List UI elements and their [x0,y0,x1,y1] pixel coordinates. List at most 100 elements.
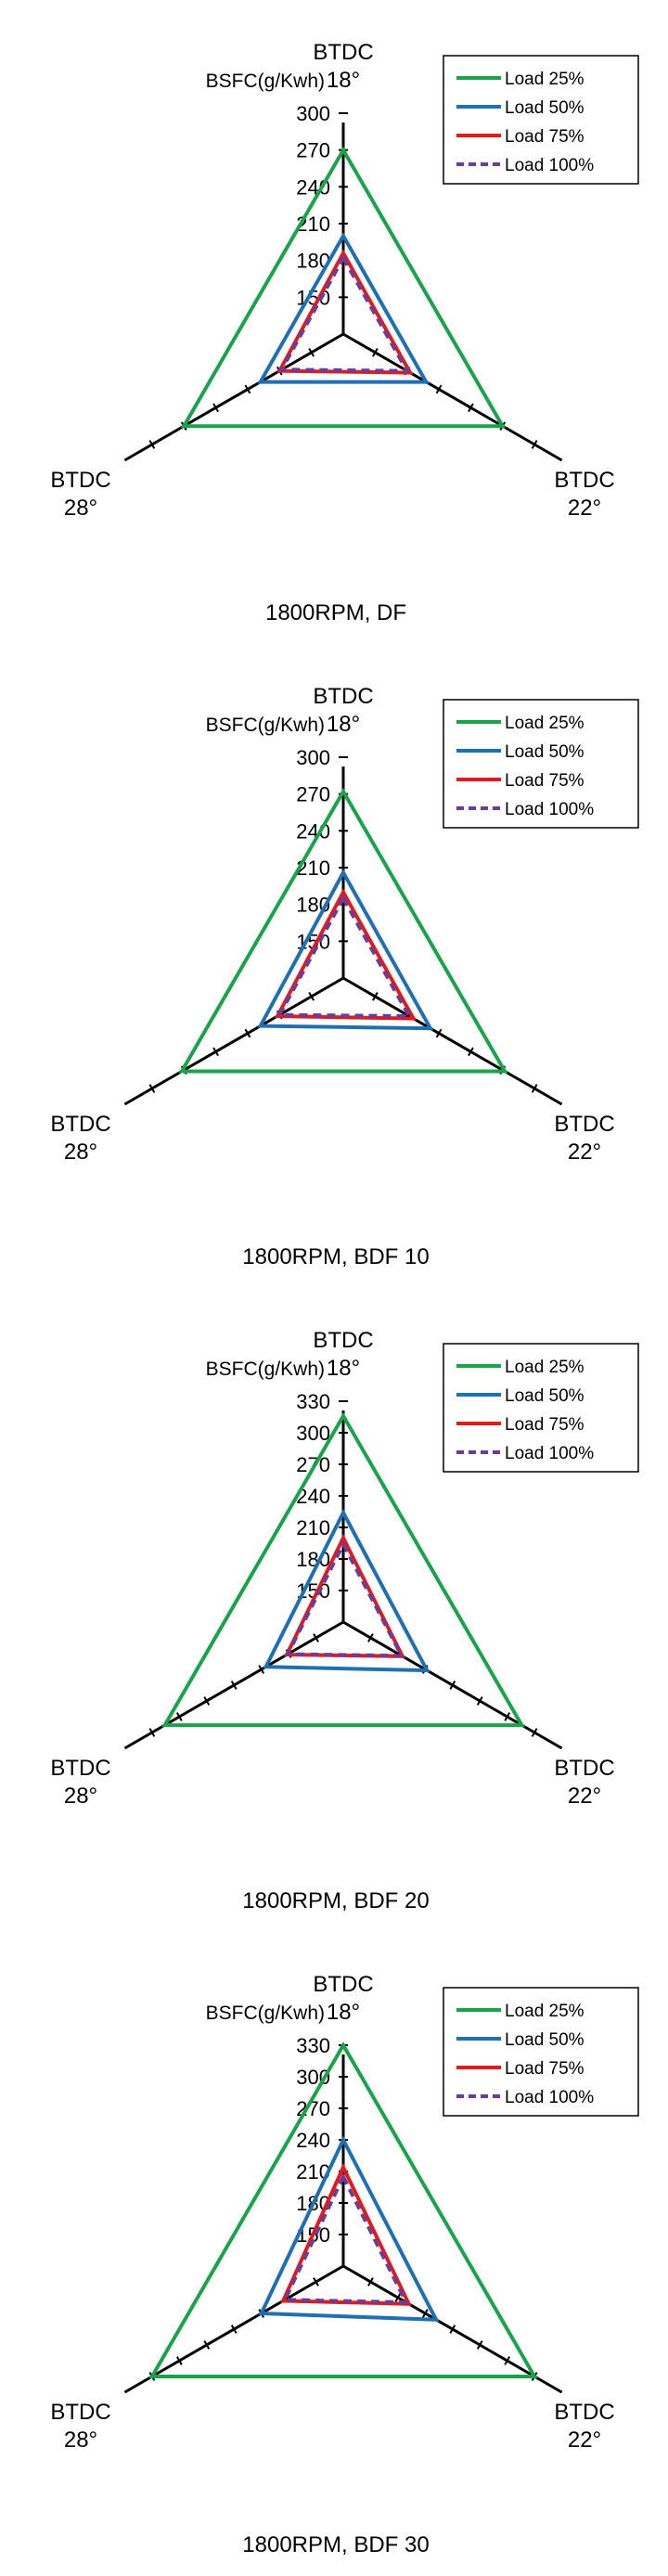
axis-label-1-line2: 18° [327,68,360,93]
axis-tick [504,2356,511,2365]
radar-chart-2: 150180210240270300BSFC(g/Kwh)BTDC18°BTDC… [50,684,639,1269]
radar-axis-2 [342,976,563,1106]
axis-tick [258,1665,265,1674]
chart-caption: 1800RPM, DF [265,600,406,625]
radial-axis-label: BSFC(g/Kwh) [206,715,325,736]
axis-label-1-line1: BTDC [313,1972,373,1997]
series-polygon-3 [276,249,414,375]
legend-label-3: Load 75% [505,1415,584,1435]
axis-label-1-line1: BTDC [313,40,373,65]
axis-tick [308,348,315,357]
axis-tick [476,2340,483,2350]
radar-axis-2 [342,332,563,462]
chart-caption: 1800RPM, BDF 30 [242,2532,429,2557]
axis-tick [531,440,538,449]
radar-axis-3 [123,976,344,1106]
radial-tick-label: 270 [296,783,330,806]
axis-label-3-line2: 28° [64,496,97,521]
axis-tick [449,2325,456,2334]
axis-tick [244,1028,251,1038]
radial-axis-label: BSFC(g/Kwh) [206,2003,325,2024]
axis-label-3-line1: BTDC [50,1756,110,1781]
radar-chart-3: 150180210240270300330BSFC(g/Kwh)BTDC18°B… [50,1328,639,1913]
axis-tick [212,403,219,413]
legend-label-3: Load 75% [505,127,584,147]
radial-tick-label: 210 [296,1516,330,1539]
axis-label-3-line1: BTDC [50,2400,110,2425]
axis-tick [468,1047,474,1057]
axis-tick [531,1084,538,1093]
axis-tick [244,384,251,394]
axis-tick [230,2325,238,2334]
axis-tick [308,992,315,1001]
axis-tick [476,1696,483,1706]
axis-label-2-line1: BTDC [554,1112,614,1137]
axis-tick [148,1084,156,1093]
axis-label-2-line1: BTDC [554,468,614,493]
axis-label-2-line1: BTDC [554,1756,614,1781]
axis-tick [148,440,156,449]
axis-label-1-line1: BTDC [313,684,373,709]
series-polygon-1 [148,2041,538,2378]
axis-tick [148,1728,156,1737]
legend-label-2: Load 50% [505,1386,584,1406]
axis-label-2-line2: 22° [568,1784,601,1809]
axis-tick [212,1047,219,1057]
axis-tick [313,1633,319,1642]
axis-tick [175,1712,183,1721]
axis-label-1-line2: 18° [327,2000,360,2025]
radial-axis-label: BSFC(g/Kwh) [206,71,325,92]
axis-tick [203,2340,211,2350]
chart-caption: 1800RPM, BDF 10 [242,1244,429,1269]
axis-tick [371,348,379,357]
radar-chart-4: 150180210240270300330BSFC(g/Kwh)BTDC18°B… [50,1972,639,2557]
axis-label-2-line2: 22° [568,2428,601,2453]
radial-tick-label: 270 [296,139,330,162]
axis-label-3-line2: 28° [64,2428,97,2453]
axis-label-2-line1: BTDC [554,2400,614,2425]
axis-tick [367,1633,374,1642]
series-polygon-2 [257,232,430,384]
series-polygon-4 [284,1539,405,1658]
axis-tick [175,2356,183,2365]
radial-tick-label: 300 [296,746,330,769]
legend-label-3: Load 75% [505,771,584,791]
axis-tick [449,1681,456,1690]
radar-chart-1: 150180210240270300BSFC(g/Kwh)BTDC18°BTDC… [50,40,639,625]
axis-label-1-line1: BTDC [313,1328,373,1353]
axis-tick [371,992,379,1001]
axis-tick [435,1028,443,1038]
legend-label-2: Load 50% [505,2030,584,2050]
radial-tick-label: 330 [296,2034,330,2057]
legend-label-4: Load 100% [505,1444,594,1463]
axis-label-1-line2: 18° [327,712,360,737]
axis-label-2-line2: 22° [568,1140,601,1165]
axis-label-3-line1: BTDC [50,1112,110,1137]
axis-tick [230,1681,238,1690]
legend-label-1: Load 25% [505,714,584,733]
axis-tick [313,2277,319,2286]
axis-tick [367,2277,374,2286]
series-polygon-2 [258,2135,440,2322]
series-polygon-4 [276,894,413,1019]
radial-axis-label: BSFC(g/Kwh) [206,1359,325,1380]
series-polygon-1 [161,1411,525,1728]
series-polygon-1 [178,788,508,1074]
axis-tick [468,403,474,413]
axis-label-3-line2: 28° [64,1140,97,1165]
radial-tick-label: 300 [296,1422,330,1445]
chart-caption: 1800RPM, BDF 20 [242,1888,429,1913]
radial-tick-label: 210 [296,857,330,880]
axis-tick [504,1712,511,1721]
radial-tick-label: 240 [296,2129,330,2152]
legend-label-1: Load 25% [505,70,584,89]
axis-label-3-line2: 28° [64,1784,97,1809]
legend-label-2: Load 50% [505,98,584,118]
series-polygon-1 [180,146,507,429]
legend-label-4: Load 100% [505,800,594,819]
axis-label-3-line1: BTDC [50,468,110,493]
axis-label-2-line2: 22° [568,496,601,521]
legend-label-1: Load 25% [505,1358,584,1377]
axis-tick [203,1696,211,1706]
